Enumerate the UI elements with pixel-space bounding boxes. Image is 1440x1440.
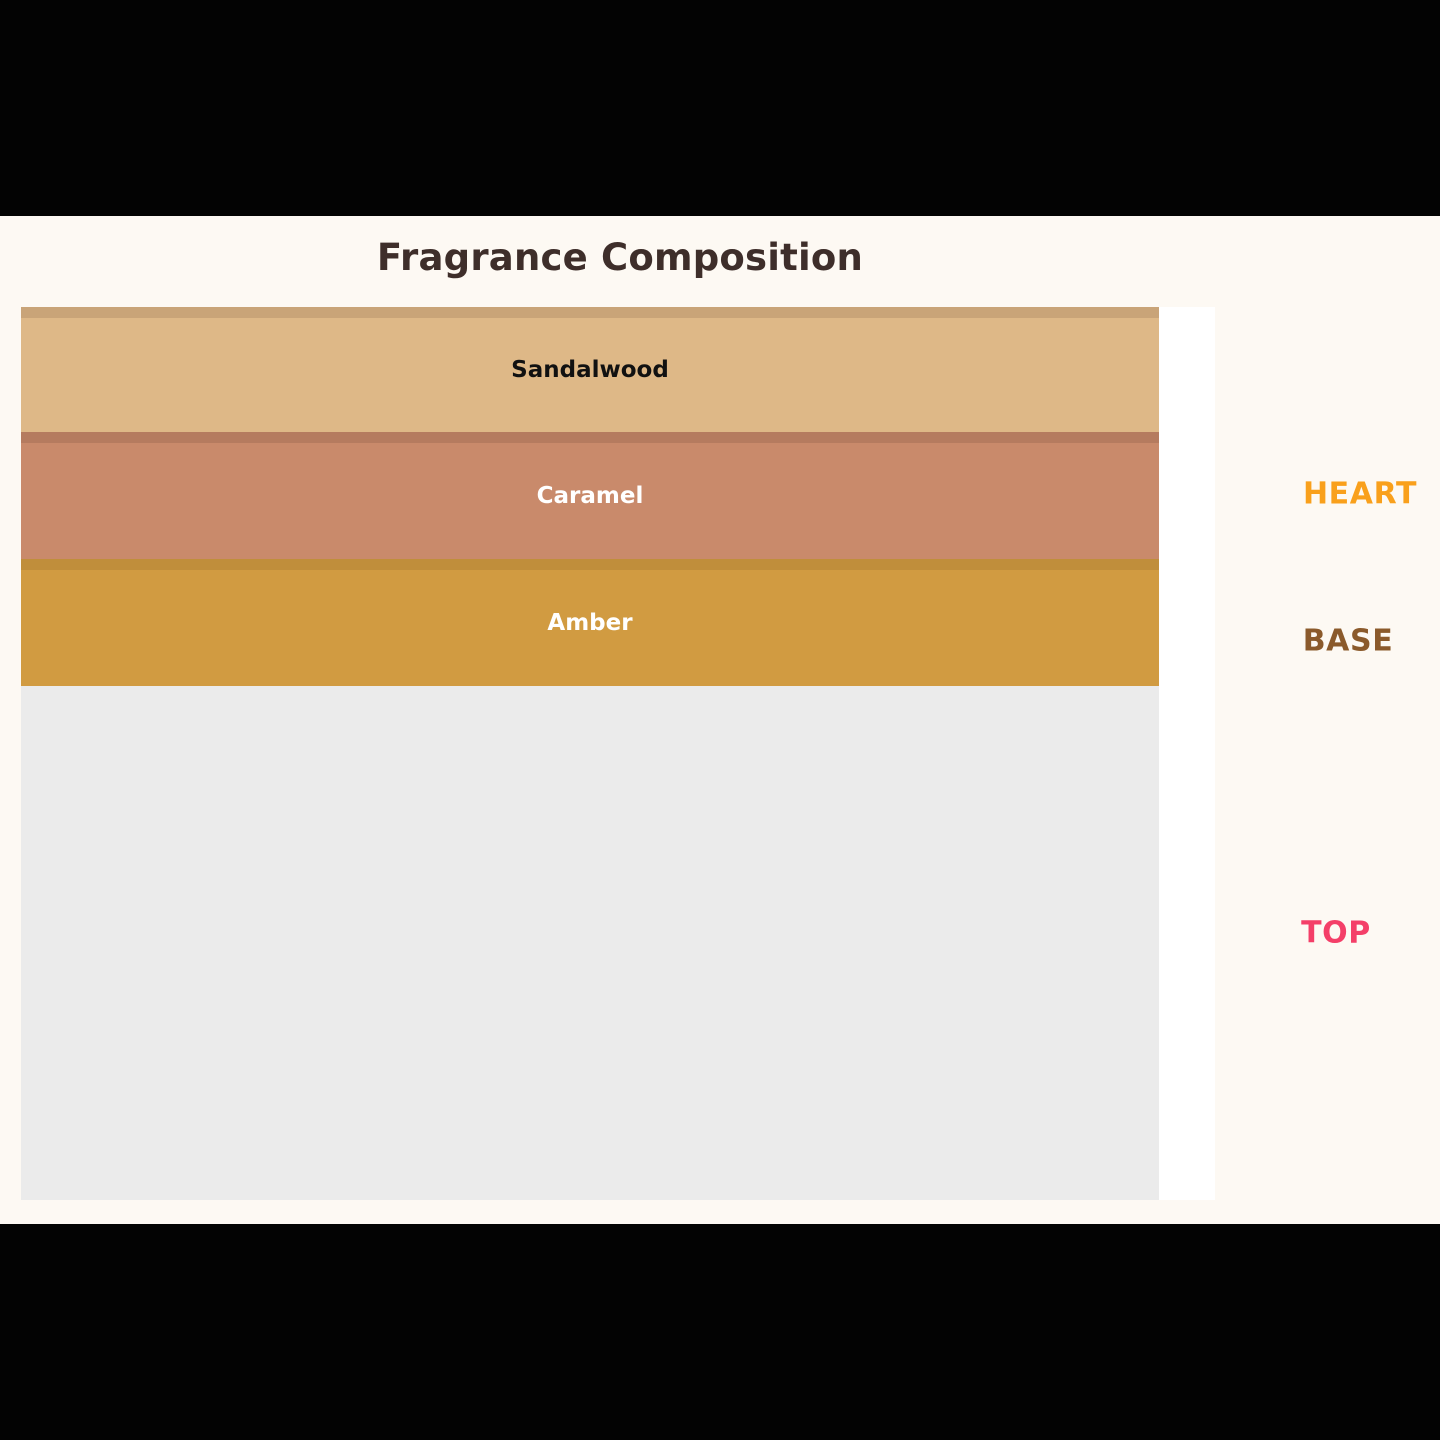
family-label-base: BASE xyxy=(1302,623,1394,659)
axis-baseline-strip xyxy=(21,686,1159,1200)
bar-label: Caramel xyxy=(536,482,644,509)
bar-label: Sandalwood xyxy=(511,356,669,383)
bar-top-edge xyxy=(21,559,1159,570)
bar-caramel[interactable]: Caramel xyxy=(21,432,1159,559)
page-title: Fragrance Composition xyxy=(376,236,864,279)
bar-label: Amber xyxy=(547,609,633,636)
axis-bottom-strip xyxy=(21,1190,1031,1200)
bar-top-edge xyxy=(21,307,1159,318)
chart-page: Fragrance Composition Sandalwood Caramel A… xyxy=(0,216,1440,1224)
family-label-top: TOP xyxy=(1301,915,1371,951)
bar-amber[interactable]: Amber xyxy=(21,559,1159,686)
bar-sandalwood[interactable]: Sandalwood xyxy=(21,307,1159,432)
letterbox-bottom xyxy=(0,1224,1440,1440)
bar-top-edge xyxy=(21,432,1159,443)
letterbox-top xyxy=(0,0,1440,216)
family-label-heart: HEART xyxy=(1302,476,1418,512)
plot-panel: SandalwoodCaramelAmberVanillaPeachPatcho… xyxy=(21,307,1215,1200)
